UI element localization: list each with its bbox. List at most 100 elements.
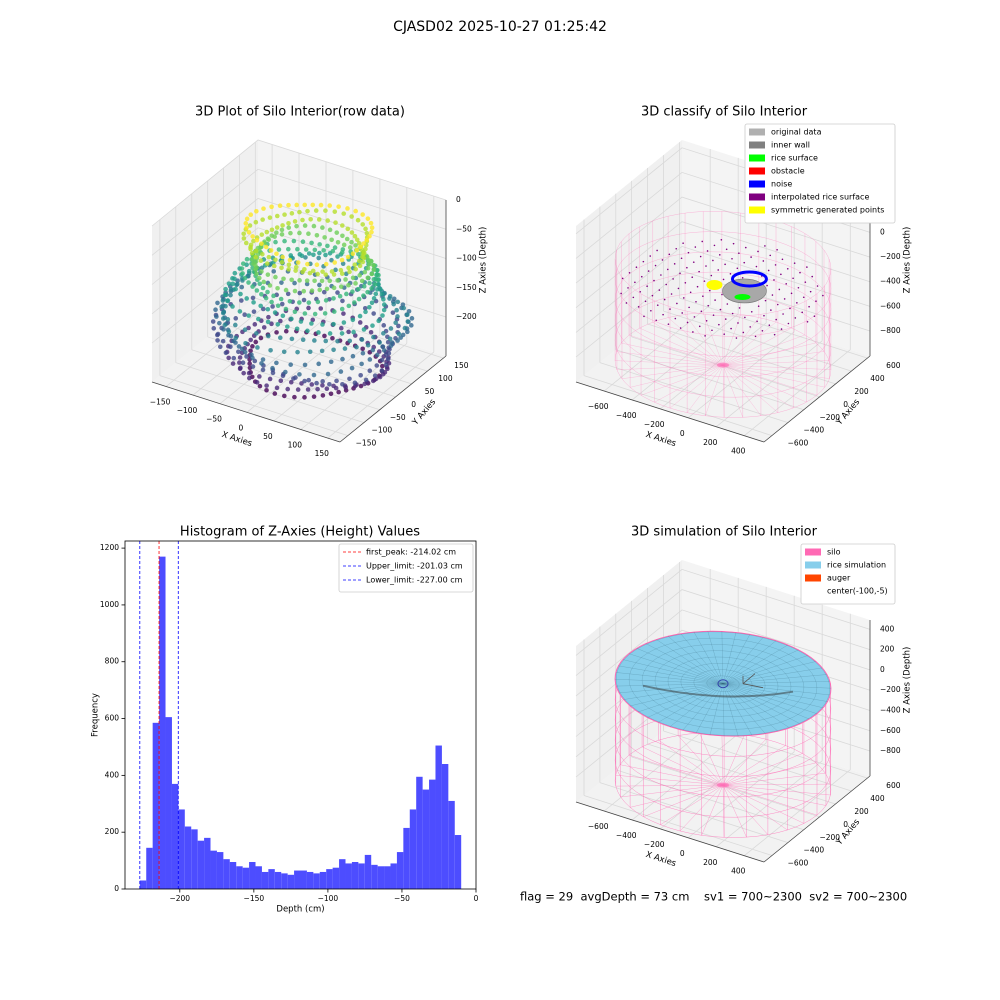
point: [330, 248, 336, 254]
point: [253, 339, 259, 345]
point: [371, 334, 376, 340]
silo-floor-line: [722, 784, 788, 831]
point: [347, 338, 353, 344]
point: [289, 211, 295, 216]
point: [253, 248, 259, 254]
point: [321, 248, 326, 253]
x-tick-label: −100: [177, 406, 198, 415]
legend-label: rice simulation: [827, 561, 886, 570]
point: [264, 229, 270, 235]
legend-label: Upper_limit: -201.03 cm: [366, 562, 463, 571]
point: [244, 225, 249, 231]
point: [367, 261, 372, 267]
point: [270, 365, 275, 371]
point: [211, 326, 217, 331]
bar: [435, 745, 442, 889]
point: [387, 346, 392, 352]
point: [314, 262, 320, 268]
legend-label: silo: [827, 548, 841, 557]
silo-floor-line: [722, 753, 803, 786]
point: [230, 276, 235, 281]
point: [371, 267, 377, 273]
silo-floor-line: [628, 334, 724, 366]
point: [247, 361, 252, 366]
subplot: −600−400−2000200400−600−400−200020040060…: [575, 543, 913, 876]
point: [316, 255, 321, 261]
grid-line: [151, 198, 447, 285]
point: [253, 254, 258, 260]
point: [385, 356, 391, 362]
point: [232, 270, 238, 276]
grid-line: [603, 149, 711, 392]
point: [374, 272, 379, 278]
grid-line: [165, 144, 273, 387]
point: [783, 298, 786, 300]
point: [776, 303, 779, 306]
point: [309, 382, 315, 387]
point: [703, 280, 706, 282]
point: [749, 326, 751, 328]
legend-swatch: [749, 141, 765, 149]
point: [259, 241, 264, 246]
rice-mesh: [722, 683, 801, 724]
point: [341, 211, 347, 216]
bar: [345, 863, 352, 889]
blob: [734, 293, 751, 300]
point: [371, 311, 376, 316]
point: [710, 274, 713, 277]
point: [691, 276, 694, 279]
point: [354, 247, 360, 253]
point: [274, 225, 280, 230]
point: [301, 297, 307, 303]
point: [660, 274, 662, 276]
bar: [152, 722, 160, 889]
point: [718, 254, 721, 256]
point: [242, 312, 247, 318]
point: [338, 325, 344, 331]
point: [294, 202, 300, 208]
point: [349, 214, 354, 219]
point: [669, 308, 671, 310]
point: [379, 357, 385, 363]
silo-floor-line: [722, 327, 792, 366]
point: [317, 282, 322, 288]
point: [813, 315, 816, 318]
grid-line: [575, 245, 871, 333]
point: [275, 322, 281, 327]
grid-line: [583, 639, 773, 856]
point: [702, 295, 704, 298]
point: [274, 360, 279, 366]
point: [393, 320, 398, 325]
point: [323, 208, 328, 213]
point: [320, 269, 325, 274]
point: [254, 271, 259, 277]
point: [278, 378, 284, 384]
y-axis-label: Frequency: [91, 693, 101, 737]
point: [785, 283, 788, 285]
y-tick-label: 600: [886, 361, 901, 370]
point: [297, 209, 302, 215]
rice-mesh: [722, 683, 766, 734]
silo-floor-line: [722, 784, 831, 796]
point: [234, 282, 239, 288]
pane: [152, 296, 446, 442]
point: [297, 290, 303, 296]
point: [307, 270, 313, 276]
bar: [409, 809, 417, 889]
z-tick-label: −200: [880, 685, 901, 694]
point: [340, 381, 345, 387]
point: [240, 261, 246, 266]
rice-mesh: [722, 661, 816, 684]
point: [238, 291, 243, 297]
point: [385, 339, 391, 345]
point: [655, 319, 658, 322]
point: [239, 298, 244, 303]
x-tick-label: 200: [703, 438, 718, 447]
rice-mesh: [630, 683, 724, 707]
point: [322, 235, 327, 240]
point: [391, 301, 397, 307]
point: [215, 338, 220, 343]
point: [684, 282, 687, 284]
silo-floor-line: [643, 784, 724, 817]
point: [279, 232, 285, 237]
